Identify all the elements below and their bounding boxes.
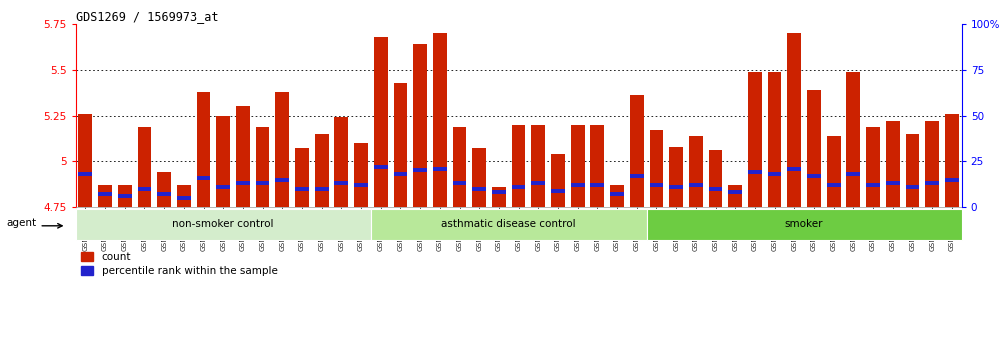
Bar [157,172,171,207]
Bar [394,83,408,207]
Bar [847,172,860,176]
Bar [532,125,545,207]
Bar [590,183,604,187]
Bar [196,92,210,207]
Bar [354,143,368,207]
Bar [79,114,93,207]
Bar [551,188,565,193]
Bar [748,170,762,174]
Bar [610,185,624,207]
Bar [709,150,722,207]
Bar [452,181,466,185]
Bar [629,96,643,207]
Bar [905,185,919,189]
Bar [886,181,899,185]
Bar [610,192,624,196]
Bar [118,185,132,207]
Bar [807,90,821,207]
Bar [650,183,664,187]
Bar [670,185,683,189]
Bar [945,114,959,207]
Bar [945,178,959,181]
Bar [177,196,190,200]
Bar [787,33,802,207]
Bar [492,187,506,207]
Text: non-smoker control: non-smoker control [172,219,274,229]
Bar [236,181,250,185]
Bar [118,194,132,198]
Bar [767,172,781,176]
Bar [334,181,348,185]
Bar [413,44,427,207]
Bar [76,209,371,240]
Bar [646,209,962,240]
Bar [98,185,112,207]
Bar [866,183,880,187]
Bar [374,165,388,169]
Bar [236,106,250,207]
Bar [827,183,841,187]
Bar [492,190,506,194]
Bar [728,190,742,194]
Bar [512,185,526,189]
Bar [433,167,447,171]
Bar [571,183,585,187]
Bar [650,130,664,207]
Bar [275,92,289,207]
Bar [79,172,93,176]
Bar [374,37,388,207]
Bar [629,174,643,178]
Bar [787,167,802,171]
Bar [371,209,646,240]
Text: GDS1269 / 1569973_at: GDS1269 / 1569973_at [76,10,219,23]
Bar [748,72,762,207]
Bar [807,174,821,178]
Bar [394,172,408,176]
Bar [315,134,328,207]
Bar [866,127,880,207]
Bar [315,187,328,191]
Bar [590,125,604,207]
Bar [472,187,486,191]
Bar [157,192,171,196]
Bar [689,183,703,187]
Bar [532,181,545,185]
Text: smoker: smoker [784,219,824,229]
Bar [196,176,210,180]
Bar [925,121,940,207]
Bar [275,178,289,181]
Bar [670,147,683,207]
Bar [256,181,270,185]
Bar [847,72,860,207]
Bar [886,121,899,207]
Bar [256,127,270,207]
Text: agent: agent [6,218,36,228]
Bar [413,168,427,172]
Bar [728,185,742,207]
Bar [689,136,703,207]
Bar [295,187,309,191]
Bar [905,134,919,207]
Bar [452,127,466,207]
Bar [551,154,565,207]
Bar [334,117,348,207]
Bar [177,185,190,207]
Bar [571,125,585,207]
Bar [827,136,841,207]
Bar [98,192,112,196]
Legend: count, percentile rank within the sample: count, percentile rank within the sample [81,252,278,276]
Bar [138,127,151,207]
Bar [925,181,940,185]
Bar [472,148,486,207]
Text: asthmatic disease control: asthmatic disease control [441,219,576,229]
Bar [354,183,368,187]
Bar [217,185,231,189]
Bar [433,33,447,207]
Bar [295,148,309,207]
Bar [767,72,781,207]
Bar [709,187,722,191]
Bar [512,125,526,207]
Bar [217,116,231,207]
Bar [138,187,151,191]
